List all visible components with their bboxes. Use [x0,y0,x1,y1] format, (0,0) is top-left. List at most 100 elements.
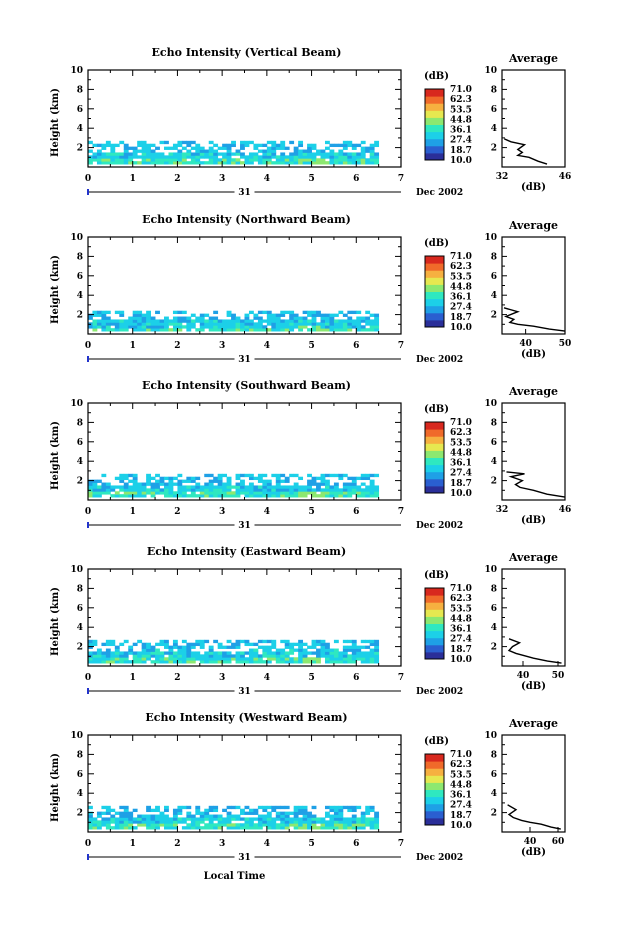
heatmap-cell [213,808,219,813]
heatmap-cell [190,657,196,661]
heatmap-cell [96,319,102,323]
heatmap-cell [369,473,375,478]
colorbar-segment [425,145,444,149]
heatmap-cell [137,322,143,326]
y-tick-label: 2 [77,809,83,819]
heatmap-cell [320,648,326,652]
heatmap-cell [289,820,295,824]
colorbar-segment [425,122,444,125]
heatmap-cell [248,657,254,661]
heatmap-cell [150,322,156,326]
heatmap-cell [222,482,228,486]
heatmap-cell [177,473,183,478]
heatmap-cell [101,811,107,815]
heatmap-cell [253,660,259,664]
colorbar-segment [425,755,444,759]
colorbar-segment [425,302,444,305]
heatmap-cell [96,814,102,818]
heatmap-cell [226,805,232,810]
heatmap-cell [280,319,286,323]
colorbar-segment [425,445,444,448]
heatmap-cell [369,146,375,150]
heatmap-cell [199,316,205,320]
heatmap-cell [172,476,178,481]
colorbar-segment [425,436,444,439]
heatmap-cell [240,152,245,156]
heatmap-cell [271,826,277,830]
heatmap-cell [226,817,232,821]
heatmap-cell [222,823,228,827]
heatmap-cell [360,817,366,821]
heatmap-cell [119,488,125,492]
heatmap-cell [123,817,129,821]
heatmap-cell [128,488,134,492]
heatmap-cell [195,826,201,830]
heatmap-cell [110,651,116,655]
heatmap-cell [262,654,268,658]
x-tick-label: 4 [264,507,270,517]
heatmap-cell [302,152,308,156]
heatmap-cell [307,826,312,830]
heatmap-cell [240,654,245,658]
heatmap-cell [320,651,326,655]
heatmap-cell [137,161,143,165]
heatmap-cell [150,152,156,156]
colorbar-segment [425,653,444,656]
heatmap-cell [105,328,111,332]
heatmap-cell [293,660,299,664]
heatmap-cell [324,648,330,652]
x-tick-label: 0 [85,673,91,683]
heatmap-cell [226,823,232,827]
heatmap-cell [257,814,263,818]
heatmap-cell [262,310,268,315]
heatmap-cell [123,639,129,644]
heatmap-cell [231,316,236,320]
heatmap-cell [88,645,93,649]
colorbar-segment [425,593,444,596]
heatmap-cell [262,814,268,818]
heatmap-cell [235,817,241,821]
heatmap-cell [351,648,357,652]
heatmap-cell [231,158,236,162]
colorbar-segment [425,434,444,437]
heatmap-cell [266,660,272,664]
heatmap-cell [217,158,223,162]
heatmap-cell [329,817,335,821]
average-profile-line [504,138,548,165]
heatmap-cell [248,140,254,145]
heatmap-cell [351,805,357,810]
heatmap-cell [253,811,259,815]
heatmap-cell [105,657,111,661]
heatmap-cell [222,645,228,649]
heatmap-cell [329,473,335,478]
heatmap-cell [128,811,134,815]
heatmap-cell [114,657,120,661]
heatmap-cell [177,820,183,824]
heatmap-cell [195,152,201,156]
heatmap-cell [208,473,214,478]
heatmap-cell [88,325,93,329]
heatmap-cell [307,651,312,655]
heatmap-cell [257,817,263,821]
heatmap-cell [365,485,371,489]
heatmap-cell [329,155,335,159]
heatmap-cell [195,316,201,320]
heatmap-cell [280,152,286,156]
heatmap-cell [275,648,281,652]
heatmap-cell [226,485,232,489]
colorbar-segment [425,787,444,790]
heatmap-cell [186,319,192,323]
heatmap-cell [92,328,98,332]
average-x-tick-label: 40 [519,339,532,349]
heatmap-cell [240,473,245,478]
heatmap-cell [253,155,259,159]
heatmap-cell [360,316,366,320]
heatmap-cell [146,817,151,821]
heatmap-cell [257,654,263,658]
heatmap-cell [333,814,339,818]
heatmap-cell [342,146,348,150]
heatmap-cell [164,482,169,486]
heatmap-cell [141,642,147,647]
colorbar-tick-label: 36.1 [450,293,472,303]
heatmap-cell [132,817,138,821]
